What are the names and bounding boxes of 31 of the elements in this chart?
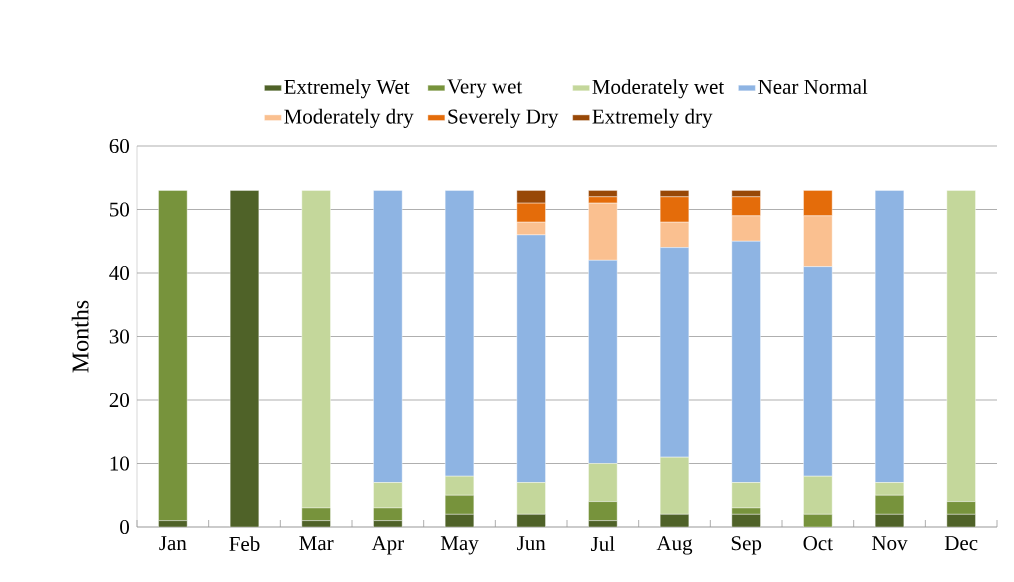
x-tick-label: Mar [299, 536, 334, 551]
y-tick-label: 50 [110, 202, 130, 217]
y-axis-title: Months [71, 300, 89, 373]
x-tick-label: Dec [944, 536, 978, 551]
y-tick-label: 10 [110, 456, 130, 471]
x-tick-label: Jul [591, 536, 615, 551]
x-tick-label: Sep [731, 536, 762, 555]
bar [588, 501, 618, 521]
x-tick-label: May [440, 536, 479, 555]
y-tick-label: 20 [109, 392, 130, 408]
bar [946, 501, 976, 515]
y-tick-label: 60 [109, 138, 130, 154]
x-tick-label: Oct [803, 536, 833, 551]
legend-label: Extremely dry [592, 108, 713, 128]
x-tick-label: Aug [656, 536, 693, 555]
y-tick-label: 30 [109, 329, 130, 344]
bar [229, 190, 260, 527]
x-tick-label: Jun [517, 536, 546, 551]
y-tick-label: 40 [109, 265, 130, 281]
legend-label: Extremely Wet [284, 79, 410, 99]
legend-label: Severely Dry [448, 108, 559, 128]
legend-label: Moderately dry [284, 108, 414, 128]
bar [158, 190, 188, 521]
x-tick-label: Jan [159, 536, 187, 551]
x-tick-label: Apr [371, 536, 404, 555]
legend-label: Moderately wet [592, 79, 725, 99]
x-tick-label: Nov [872, 536, 908, 551]
legend-label: Very wet [447, 79, 523, 98]
x-tick-label: Feb [229, 536, 260, 551]
y-tick-label: 0 [120, 519, 130, 535]
legend-label: Near Normal [758, 79, 868, 94]
